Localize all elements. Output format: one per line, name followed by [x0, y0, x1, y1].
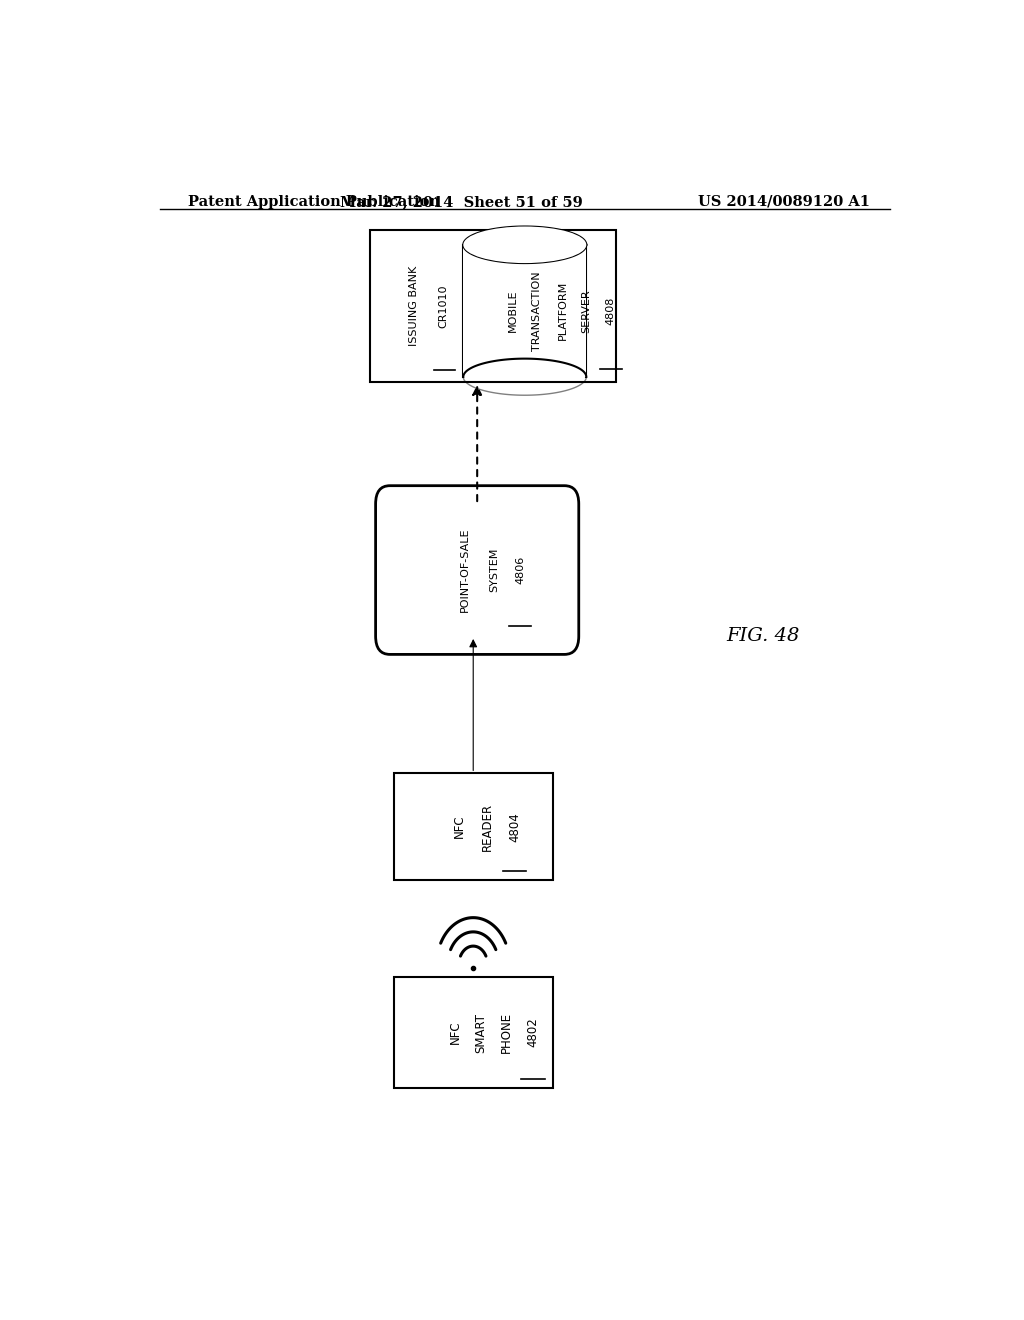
Text: US 2014/0089120 A1: US 2014/0089120 A1	[698, 195, 870, 209]
FancyBboxPatch shape	[376, 486, 579, 655]
Text: SYSTEM: SYSTEM	[489, 548, 500, 593]
Bar	[394, 977, 553, 1089]
Text: TRANSACTION: TRANSACTION	[531, 271, 542, 351]
Text: 4802: 4802	[526, 1018, 540, 1047]
Text: Patent Application Publication: Patent Application Publication	[187, 195, 439, 209]
Bar	[394, 774, 553, 880]
Text: NFC: NFC	[453, 814, 466, 838]
Text: PHONE: PHONE	[500, 1012, 513, 1053]
Text: ISSUING BANK: ISSUING BANK	[409, 265, 419, 346]
Text: 4804: 4804	[508, 812, 521, 842]
Text: SMART: SMART	[475, 1012, 487, 1052]
Text: SERVER: SERVER	[582, 289, 592, 333]
Text: 4808: 4808	[605, 297, 615, 325]
Text: READER: READER	[481, 803, 494, 851]
Text: PLATFORM: PLATFORM	[558, 281, 568, 341]
Ellipse shape	[463, 227, 587, 263]
Text: POINT-OF-SALE: POINT-OF-SALE	[460, 528, 470, 612]
Bar	[463, 244, 587, 378]
Bar	[370, 230, 616, 381]
Text: Mar. 27, 2014  Sheet 51 of 59: Mar. 27, 2014 Sheet 51 of 59	[340, 195, 583, 209]
Text: CR1010: CR1010	[439, 284, 449, 327]
Text: MOBILE: MOBILE	[508, 289, 518, 333]
Text: 4806: 4806	[515, 556, 525, 585]
Text: NFC: NFC	[450, 1020, 462, 1044]
Text: FIG. 48: FIG. 48	[726, 627, 800, 645]
